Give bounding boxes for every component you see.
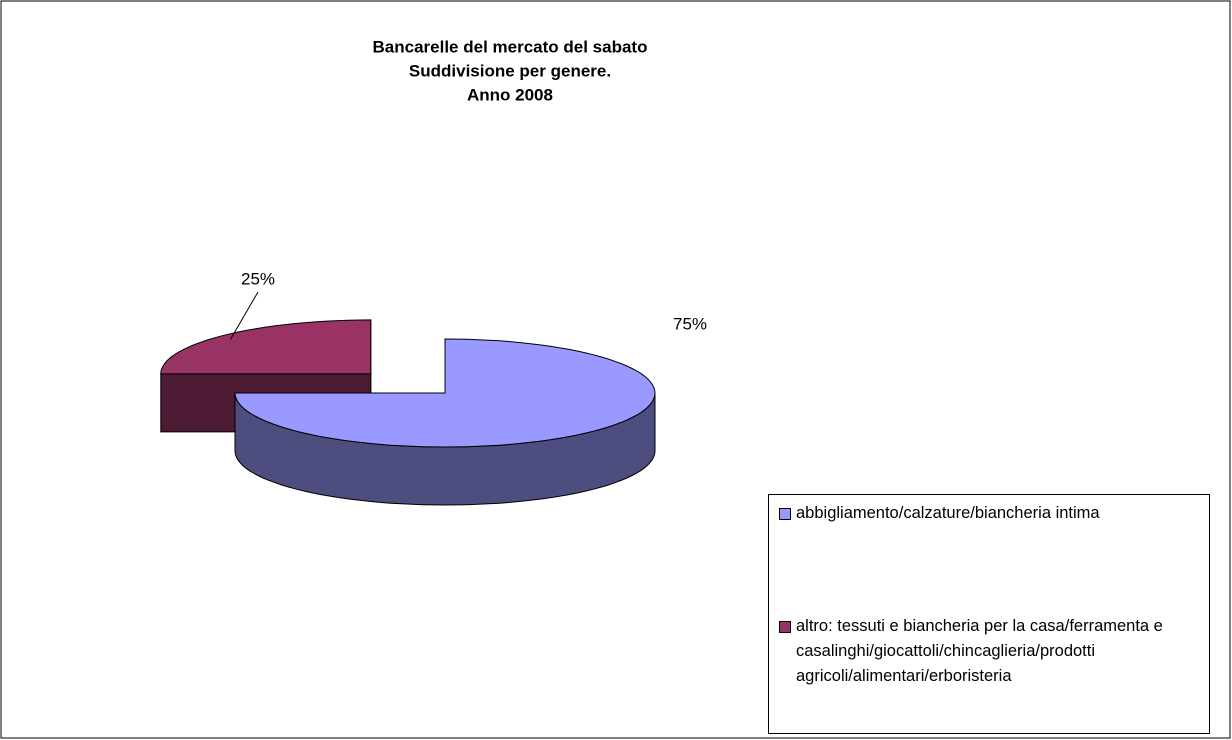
legend-label: abbigliamento/calzature/biancheria intim… — [796, 504, 1100, 522]
data-label: 25% — [241, 269, 275, 288]
legend-swatch — [779, 621, 791, 633]
chart-title: Suddivisione per genere. — [409, 61, 611, 80]
chart-title: Bancarelle del mercato del sabato — [373, 37, 648, 56]
legend: abbigliamento/calzature/biancheria intim… — [768, 494, 1210, 734]
legend-swatch — [779, 508, 791, 520]
legend-entry: abbigliamento/calzature/biancheria intim… — [775, 501, 1203, 526]
pie-slice — [234, 338, 656, 506]
data-label: 75% — [673, 314, 707, 333]
slice-top — [234, 338, 656, 448]
legend-entry: altro: tessuti e biancheria per la casa/… — [775, 614, 1203, 689]
chart-title: Anno 2008 — [467, 85, 553, 104]
legend-label: altro: tessuti e biancheria per la casa/… — [796, 617, 1163, 685]
slice-top — [160, 319, 372, 375]
leader-line — [229, 291, 259, 340]
